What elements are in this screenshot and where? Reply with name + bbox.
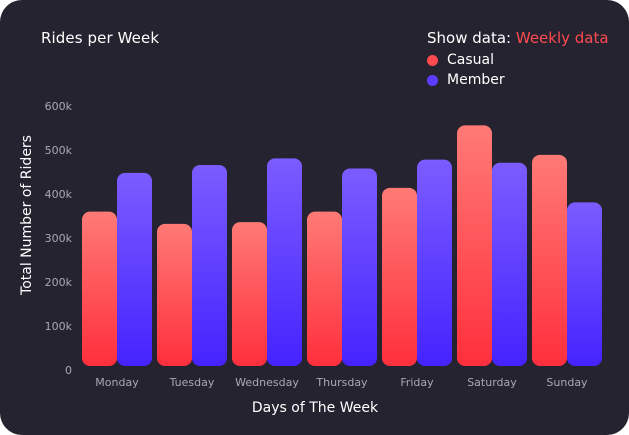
x-tick-label: Tuesday — [169, 376, 215, 389]
y-tick-label: 600k — [45, 100, 73, 113]
bar-member-tuesday[interactable] — [192, 164, 227, 366]
y-axis-label: Total Number of Riders — [19, 135, 35, 296]
bar-casual-tuesday[interactable] — [157, 223, 192, 366]
legend-label-casual: Casual — [447, 52, 494, 68]
y-tick-label: 500k — [45, 144, 73, 157]
x-tick-label: Thursday — [315, 376, 368, 389]
y-axis-ticks: 0 100k 200k 300k 400k 500k 600k — [45, 100, 73, 377]
x-tick-label: Wednesday — [235, 376, 299, 389]
bar-member-saturday[interactable] — [492, 162, 527, 366]
bar-member-monday[interactable] — [117, 172, 152, 366]
y-tick-label: 100k — [45, 320, 73, 333]
bar-member-wednesday[interactable] — [267, 158, 302, 366]
x-axis-ticks: Monday Tuesday Wednesday Thursday Friday Satu… — [95, 376, 588, 389]
legend-item-casual[interactable]: Casual — [427, 50, 505, 70]
y-tick-label: 200k — [45, 276, 73, 289]
legend: Casual Member — [427, 50, 505, 90]
y-tick-label: 300k — [45, 232, 73, 245]
chart-title: Rides per Week — [41, 29, 160, 47]
x-tick-label: Sunday — [546, 376, 588, 389]
x-tick-label: Saturday — [467, 376, 517, 389]
x-tick-label: Friday — [400, 376, 434, 389]
show-data-label: Show data: — [427, 29, 512, 47]
y-tick-label: 400k — [45, 188, 73, 201]
bar-member-sunday[interactable] — [567, 202, 602, 366]
legend-dot-member — [427, 74, 438, 86]
y-tick-label: 0 — [65, 364, 72, 377]
legend-item-member[interactable]: Member — [427, 70, 505, 90]
bar-casual-monday[interactable] — [82, 211, 117, 366]
bar-member-thursday[interactable] — [342, 168, 377, 366]
bar-casual-sunday[interactable] — [532, 154, 567, 366]
bar-member-friday[interactable] — [417, 159, 452, 366]
x-axis-label: Days of The Week — [252, 400, 379, 416]
bar-casual-saturday[interactable] — [457, 125, 492, 366]
bars — [82, 125, 602, 366]
bar-casual-wednesday[interactable] — [232, 222, 267, 366]
show-data-selector[interactable]: Show data: Weekly data — [427, 29, 609, 47]
legend-dot-casual — [427, 54, 438, 66]
x-tick-label: Monday — [95, 376, 139, 389]
bar-casual-friday[interactable] — [382, 187, 417, 366]
legend-label-member: Member — [447, 72, 505, 88]
show-data-value[interactable]: Weekly data — [515, 29, 609, 47]
bar-casual-thursday[interactable] — [307, 211, 342, 366]
